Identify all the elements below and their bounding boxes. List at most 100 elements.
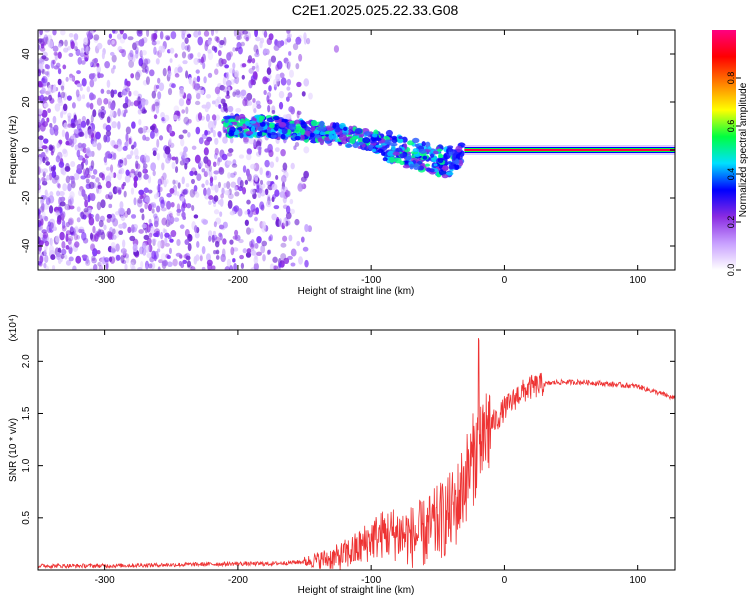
spectrogram-noise-point — [141, 213, 145, 221]
spectrogram-noise-point — [85, 178, 90, 184]
spectrogram-noise-point — [182, 259, 188, 265]
spectrogram-noise-point — [147, 189, 153, 194]
spectrogram-noise-point — [55, 155, 61, 163]
spectrogram-noise-point — [193, 30, 199, 38]
spectrogram-noise-point — [251, 65, 256, 70]
spectrogram-noise-point — [80, 60, 86, 65]
spectrogram-noise-point — [210, 30, 215, 37]
spectrogram-noise-point — [250, 203, 256, 213]
spectrogram-noise-point — [50, 254, 56, 261]
spectrogram-noise-point — [262, 254, 266, 262]
spectrogram-noise-point — [134, 40, 141, 46]
spectrogram-noise-point — [164, 232, 170, 238]
spectrogram-noise-point — [134, 71, 141, 81]
spectrogram-noise-point — [235, 90, 242, 98]
spectrogram-noise-point — [150, 104, 156, 113]
spectrogram-noise-point — [296, 240, 301, 247]
spectrogram-noise-point — [38, 38, 42, 44]
spectrogram-noise-point — [250, 78, 254, 86]
spectrogram-noise-point — [266, 249, 271, 255]
spectrogram-noise-point — [227, 193, 234, 200]
spectrogram-signal-point — [438, 152, 443, 160]
spectrogram-noise-point — [211, 234, 215, 243]
snr-panel: -300 -200 -100 0 100 0.5 1.0 1.5 2.0 Height of s… — [8, 314, 676, 596]
spectrogram-noise-point — [38, 164, 41, 173]
spectrogram-noise-point — [137, 171, 142, 178]
spectrogram-noise-point — [268, 149, 274, 158]
spectrogram-noise-point — [183, 254, 189, 259]
spectrogram-noise-point — [42, 156, 46, 164]
spectrogram-noise-point — [217, 156, 223, 163]
spectrogram-noise-point — [194, 154, 201, 164]
spectrogram-noise-point — [246, 227, 251, 235]
spectrogram-noise-point — [218, 104, 222, 109]
spectrogram-noise-point — [149, 203, 154, 209]
spectrogram-noise-point — [209, 176, 214, 184]
spectrogram-noise-point — [268, 58, 272, 68]
spectrogram-noise-point — [256, 251, 262, 257]
spectrogram-noise-point — [193, 170, 198, 176]
spectrogram-noise-point — [133, 181, 138, 189]
spectrogram-noise-point — [60, 85, 65, 91]
spectrogram-noise-point — [243, 34, 250, 40]
spectrogram-noise-point — [290, 262, 296, 267]
spectrogram-noise-point — [175, 252, 182, 257]
spectrogram-noise-point — [233, 171, 237, 176]
spectrogram-signal-point — [357, 137, 364, 143]
spectrogram-noise-point — [38, 69, 42, 77]
spectrogram-noise-point — [100, 111, 105, 119]
spectrogram-noise-point — [101, 173, 105, 181]
spectrogram-noise-point — [69, 73, 73, 78]
spectrogram-noise-point — [164, 236, 168, 245]
spectrogram-noise-point — [240, 89, 247, 97]
spectrogram-noise-point — [242, 248, 248, 254]
spectrogram-noise-point — [222, 86, 228, 93]
spectrogram-noise-point — [286, 86, 291, 91]
spectrogram-noise-point — [130, 187, 135, 195]
spectrogram-noise-point — [120, 248, 127, 254]
spectrogram-signal-point — [228, 118, 235, 122]
spectrogram-signal-point — [442, 165, 449, 172]
spectrogram-signal-point — [278, 122, 287, 127]
spectrogram-noise-point — [56, 190, 61, 197]
spectrogram-noise-point — [133, 90, 139, 96]
spectrogram-noise-point — [44, 71, 49, 76]
spectrogram-noise-point — [205, 113, 211, 122]
spectrogram-signal-point — [317, 138, 325, 143]
spectrogram-noise-point — [240, 41, 246, 47]
spectrogram-noise-point — [59, 201, 66, 207]
spectrogram-noise-point — [217, 181, 222, 189]
spectrogram-noise-point — [112, 65, 116, 70]
spectrogram-noise-point — [264, 188, 269, 196]
spectrogram-noise-point — [95, 213, 100, 222]
snr-xtick-label: -100 — [361, 575, 381, 586]
spectrogram-noise-point — [86, 173, 91, 179]
spectrogram-noise-point — [115, 254, 121, 261]
spectrogram-noise-point — [80, 211, 85, 220]
spectrogram-noise-point — [171, 161, 176, 170]
spectrogram-noise-point — [131, 54, 136, 63]
spectrogram-noise-point — [137, 127, 144, 134]
spectrogram-noise-point — [115, 243, 120, 252]
spectrogram-noise-point — [93, 34, 100, 41]
spectrogram-noise-point — [235, 89, 241, 96]
spectrogram-noise-point — [124, 174, 131, 183]
spectrogram-noise-point — [186, 260, 192, 268]
spectrogram-noise-point — [43, 57, 49, 62]
spectrogram-noise-point — [245, 36, 249, 42]
spectrogram-noise-point — [259, 189, 266, 197]
spectrogram-noise-point — [89, 79, 95, 88]
spectrogram-noise-point — [293, 145, 297, 151]
spectrogram-noise-point — [267, 104, 271, 113]
spectrogram-noise-point — [51, 177, 58, 184]
spectrogram-noise-point — [65, 131, 70, 141]
spectrogram-noise-point — [76, 123, 82, 131]
spectrogram-noise-point — [246, 148, 251, 155]
spectrogram-noise-point — [66, 95, 72, 101]
spectrogram-signal-point — [389, 142, 398, 147]
spectrogram-noise-point — [66, 204, 70, 211]
spectrogram-noise-point — [45, 36, 49, 45]
spectrogram-noise-point — [153, 46, 157, 55]
spectrogram-noise-point — [41, 68, 46, 75]
